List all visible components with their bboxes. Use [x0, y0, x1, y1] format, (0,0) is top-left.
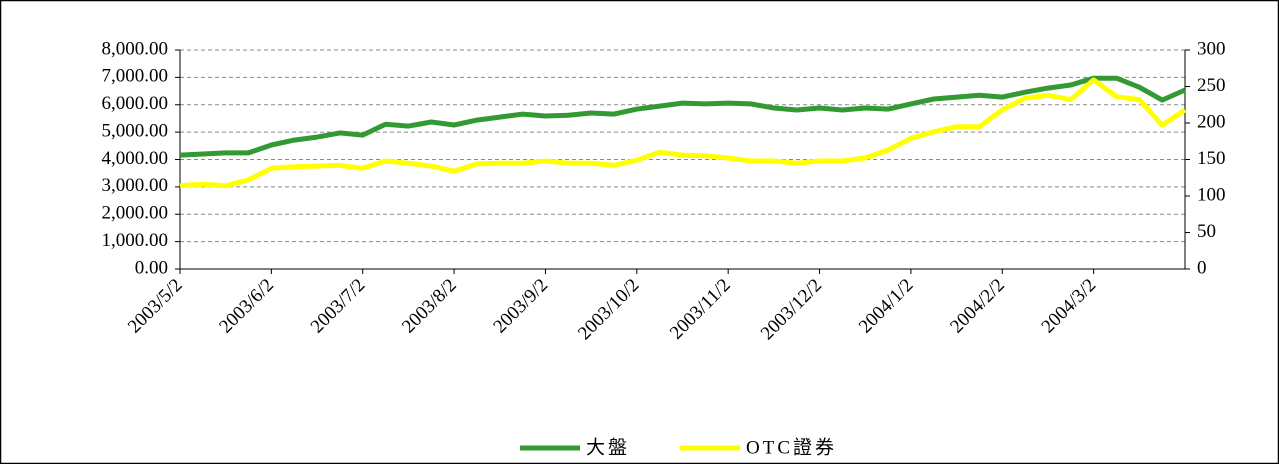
y-tick-label: 3,000.00	[102, 175, 169, 196]
y-tick-label: 6,000.00	[102, 93, 169, 114]
y-tick-label: 5,000.00	[102, 120, 169, 141]
legend-label: 大盤	[586, 436, 630, 458]
y2-tick-label: 250	[1197, 75, 1226, 96]
y2-tick-label: 200	[1197, 111, 1226, 132]
y2-tick-label: 300	[1197, 38, 1226, 59]
y-tick-label: 0.00	[135, 257, 168, 278]
series-line	[179, 75, 1187, 158]
y-tick-label: 1,000.00	[102, 230, 169, 251]
y-tick-label: 4,000.00	[102, 148, 169, 169]
y2-tick-label: 100	[1197, 184, 1226, 205]
y-tick-label: 7,000.00	[102, 66, 169, 87]
y-tick-label: 2,000.00	[102, 203, 169, 224]
y2-tick-label: 150	[1197, 148, 1226, 169]
legend-label: OTC證券	[746, 436, 837, 458]
series-line	[179, 77, 1187, 189]
y2-tick-label: 0	[1197, 257, 1207, 278]
y-tick-label: 8,000.00	[102, 38, 169, 59]
y2-tick-label: 50	[1197, 221, 1216, 242]
